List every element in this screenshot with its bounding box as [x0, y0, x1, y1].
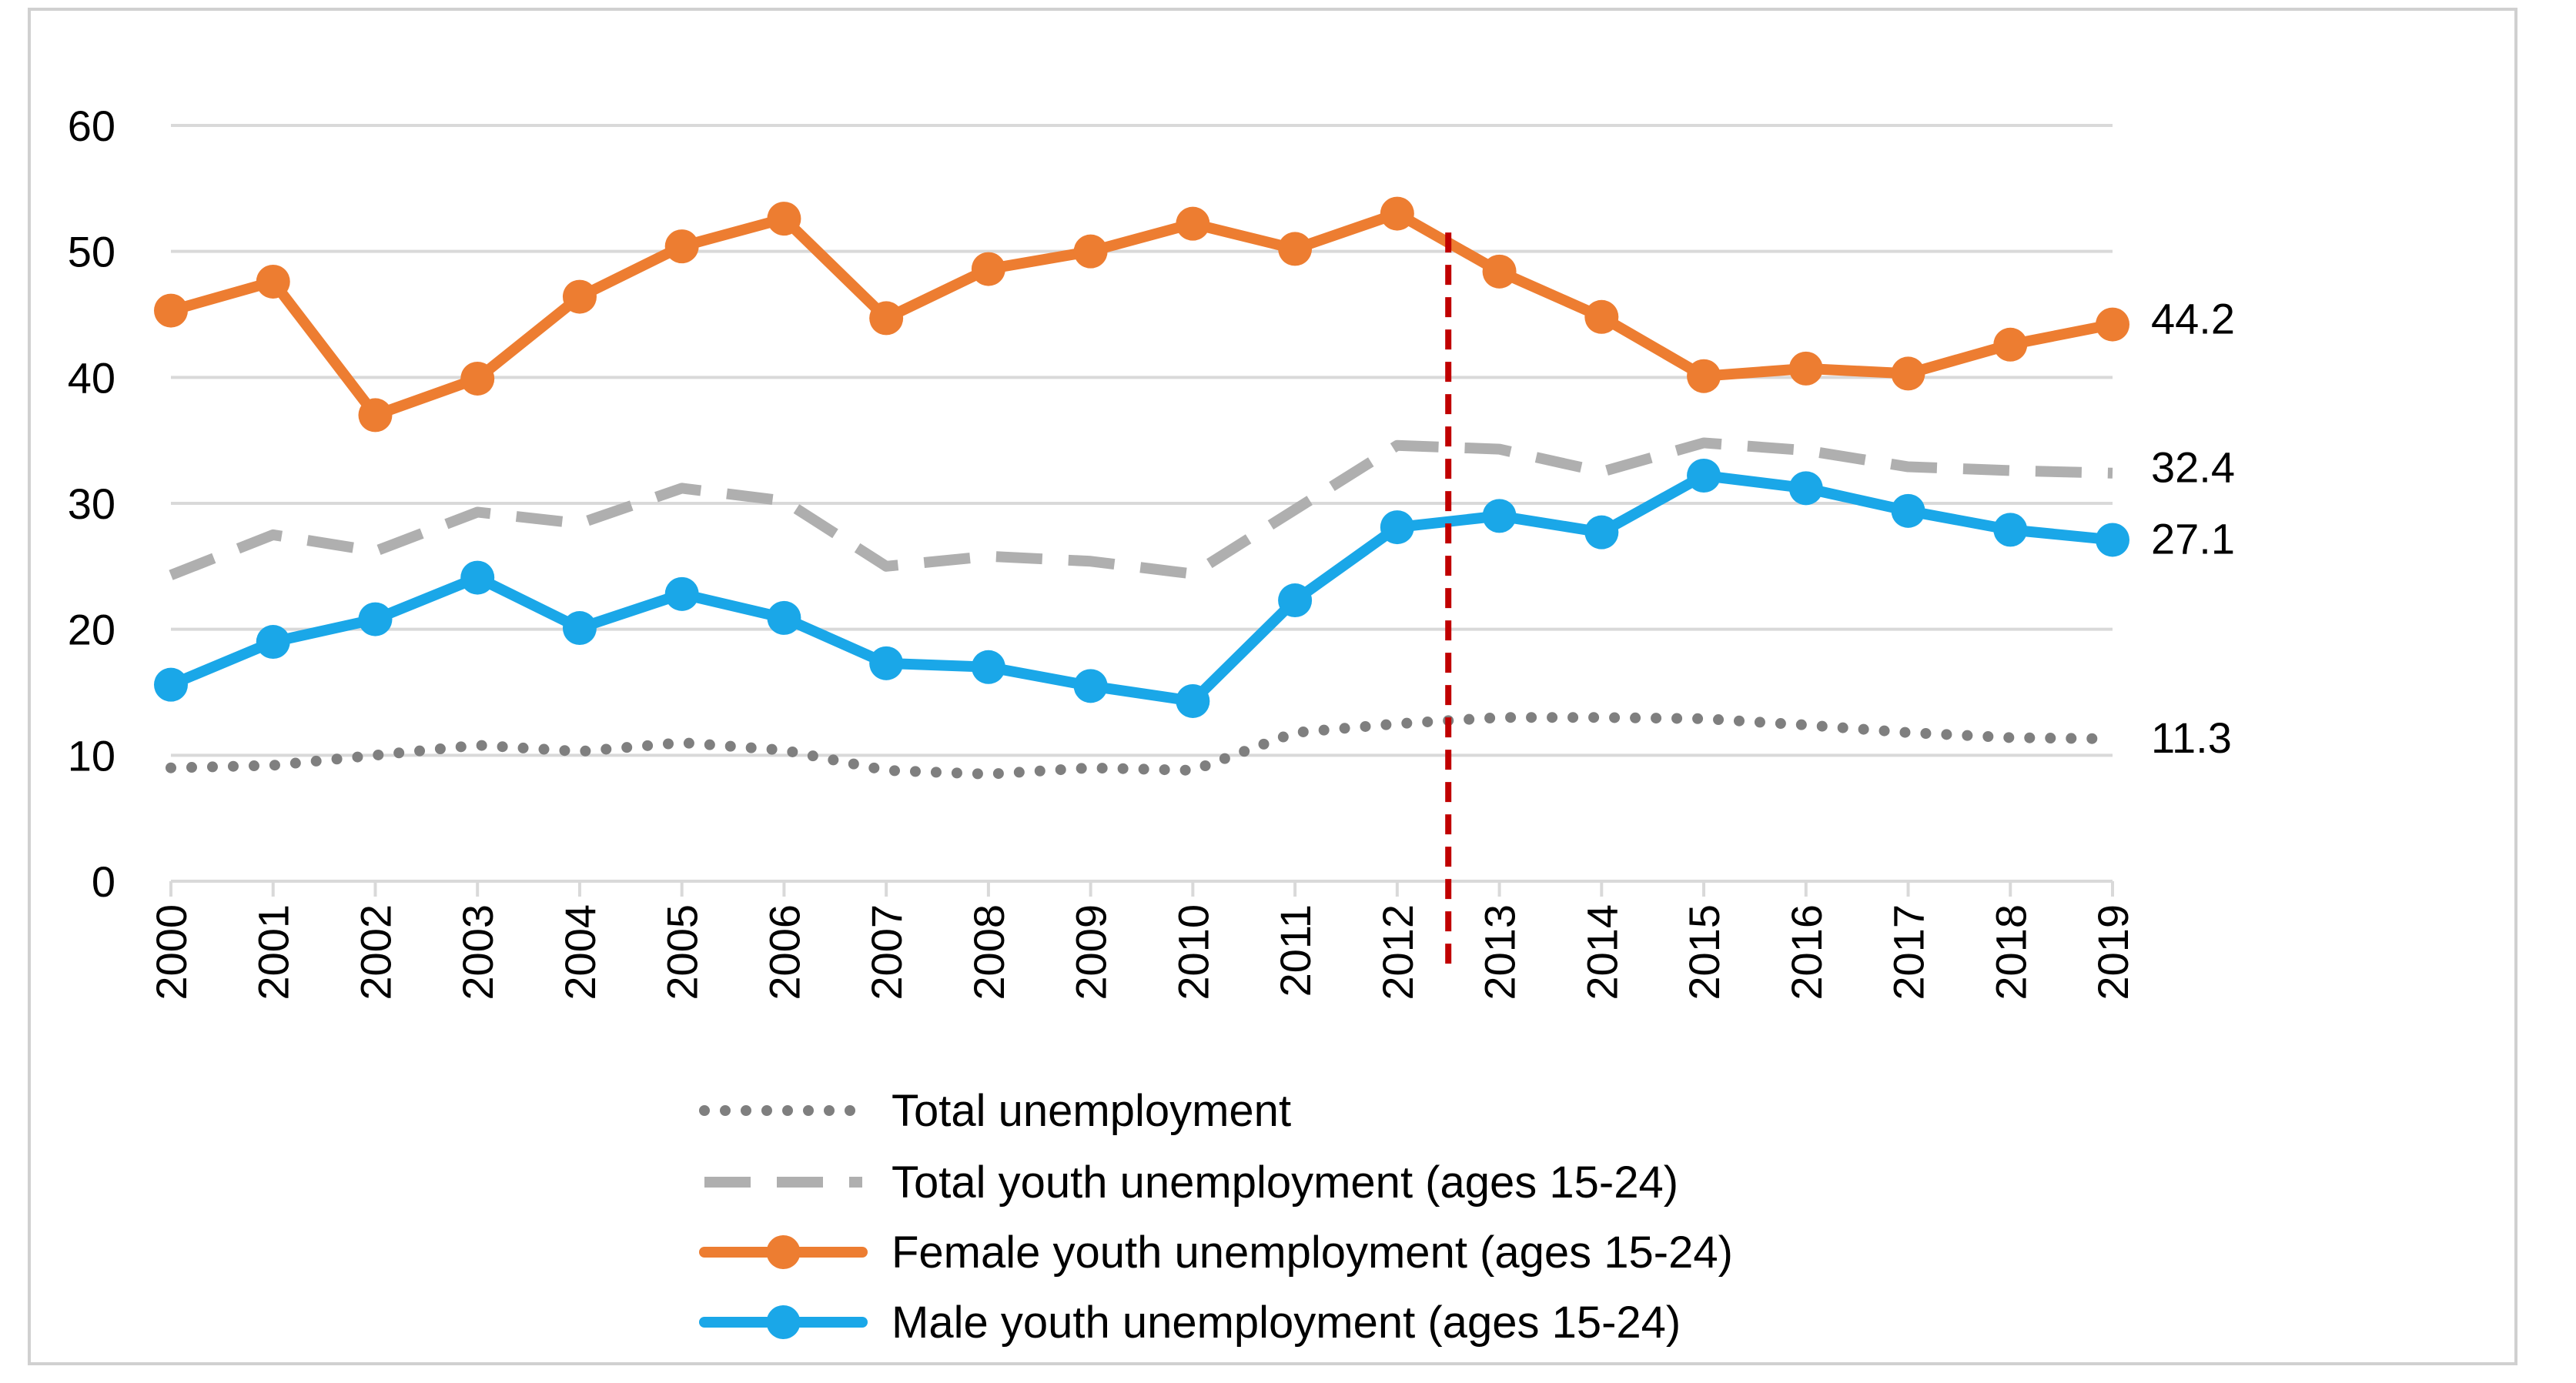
point-male-youth-unemployment-ages-15-24-2002 — [358, 602, 393, 636]
point-female-youth-unemployment-ages-15-24-2004 — [562, 279, 597, 314]
x-tick-label-2019: 2019 — [2089, 904, 2137, 1001]
chart-frame — [28, 8, 2517, 1365]
series-line-female-youth-unemployment-ages-15-24 — [166, 208, 2118, 421]
end-label-male-youth-unemployment-ages-15-24: 27.1 — [2151, 514, 2235, 563]
legend-marker-female-youth-unemployment-ages-15-24 — [766, 1235, 801, 1269]
x-tick-label-2007: 2007 — [862, 904, 911, 1001]
end-label-total-youth-unemployment-ages-15-24: 32.4 — [2151, 443, 2235, 492]
point-female-youth-unemployment-ages-15-24-2005 — [664, 229, 699, 264]
label-layer: 11.3 32.4 44.2 27.1 — [2151, 295, 2235, 762]
series-line-total-youth-unemployment-ages-15-24 — [169, 437, 2113, 580]
point-female-youth-unemployment-ages-15-24-2010 — [1176, 206, 1210, 241]
x-tick-label-2000: 2000 — [147, 904, 196, 1001]
y-tick-label-10: 10 — [68, 731, 115, 780]
x-tick-label-2008: 2008 — [965, 904, 1013, 1001]
y-tick-label-20: 20 — [68, 606, 115, 654]
y-tick-label-60: 60 — [68, 102, 115, 150]
x-tick-label-2016: 2016 — [1782, 904, 1831, 1001]
legend-label-total-unemployment: Total unemployment — [892, 1086, 1291, 1136]
point-female-youth-unemployment-ages-15-24-2009 — [1073, 234, 1108, 269]
legend-marker-male-youth-unemployment-ages-15-24 — [766, 1305, 801, 1339]
y-tick-label-0: 0 — [92, 857, 115, 906]
point-male-youth-unemployment-ages-15-24-2003 — [460, 560, 495, 595]
point-male-youth-unemployment-ages-15-24-2016 — [1788, 471, 1823, 506]
x-tick-label-2004: 2004 — [556, 904, 604, 1001]
x-tick-label-2014: 2014 — [1577, 904, 1626, 1001]
point-female-youth-unemployment-ages-15-24-2007 — [869, 301, 904, 336]
point-male-youth-unemployment-ages-15-24-2000 — [154, 667, 188, 702]
x-tick-label-2018: 2018 — [1986, 904, 2035, 1001]
legend-label-female-youth-unemployment-ages-15-24: Female youth unemployment (ages 15-24) — [892, 1228, 1733, 1278]
x-tick-label-2015: 2015 — [1680, 904, 1728, 1001]
end-label-total-unemployment: 11.3 — [2151, 713, 2232, 762]
grid-layer — [171, 124, 2113, 757]
point-female-youth-unemployment-ages-15-24-2002 — [358, 398, 393, 433]
point-female-youth-unemployment-ages-15-24-2018 — [1993, 327, 2028, 362]
legend: Total unemployment Total youth unemployme… — [699, 1086, 1733, 1348]
point-female-youth-unemployment-ages-15-24-2006 — [767, 202, 801, 236]
x-tick-label-2002: 2002 — [351, 904, 400, 1001]
legend-label-male-youth-unemployment-ages-15-24: Male youth unemployment (ages 15-24) — [892, 1298, 1681, 1348]
point-male-youth-unemployment-ages-15-24-2013 — [1482, 499, 1517, 533]
x-tick-label-2013: 2013 — [1476, 904, 1524, 1001]
point-male-youth-unemployment-ages-15-24-2019 — [2096, 523, 2129, 557]
point-male-youth-unemployment-ages-15-24-2010 — [1176, 683, 1210, 718]
point-female-youth-unemployment-ages-15-24-2003 — [460, 361, 495, 396]
legend-label-total-youth-unemployment-ages-15-24: Total youth unemployment (ages 15-24) — [892, 1158, 1678, 1208]
x-tick-label-2005: 2005 — [658, 904, 707, 1001]
series-line-total-unemployment — [166, 712, 2118, 780]
point-female-youth-unemployment-ages-15-24-2015 — [1687, 359, 1721, 393]
series-line-male-youth-unemployment-ages-15-24 — [166, 469, 2118, 707]
point-female-youth-unemployment-ages-15-24-2012 — [1380, 196, 1414, 231]
series-layer — [154, 196, 2129, 780]
point-female-youth-unemployment-ages-15-24-2008 — [971, 252, 1005, 286]
point-male-youth-unemployment-ages-15-24-2017 — [1891, 493, 1925, 528]
x-tick-label-2011: 2011 — [1271, 904, 1320, 997]
x-tick-label-2001: 2001 — [249, 904, 298, 1001]
x-tick-label-2010: 2010 — [1169, 904, 1217, 1001]
point-female-youth-unemployment-ages-15-24-2011 — [1278, 232, 1313, 266]
point-male-youth-unemployment-ages-15-24-2012 — [1380, 510, 1414, 545]
axis-layer: 0 10 20 30 40 50 60 2000 2001 2002 2003 2004 2005 200… — [68, 102, 2137, 1001]
point-male-youth-unemployment-ages-15-24-2011 — [1278, 583, 1313, 618]
point-male-youth-unemployment-ages-15-24-2006 — [767, 600, 801, 635]
end-label-female-youth-unemployment-ages-15-24: 44.2 — [2151, 295, 2235, 343]
point-female-youth-unemployment-ages-15-24-2016 — [1788, 351, 1823, 386]
y-tick-label-50: 50 — [68, 228, 115, 276]
point-male-youth-unemployment-ages-15-24-2009 — [1073, 669, 1108, 703]
point-female-youth-unemployment-ages-15-24-2017 — [1891, 356, 1925, 391]
x-tick-label-2006: 2006 — [760, 904, 808, 1001]
y-tick-label-30: 30 — [68, 479, 115, 528]
point-male-youth-unemployment-ages-15-24-2015 — [1687, 458, 1721, 493]
x-tick-label-2003: 2003 — [453, 904, 502, 1001]
point-female-youth-unemployment-ages-15-24-2019 — [2096, 307, 2129, 342]
point-male-youth-unemployment-ages-15-24-2001 — [256, 625, 290, 660]
point-male-youth-unemployment-ages-15-24-2018 — [1993, 513, 2028, 547]
x-tick-label-2009: 2009 — [1067, 904, 1116, 1001]
point-male-youth-unemployment-ages-15-24-2005 — [664, 576, 699, 611]
point-female-youth-unemployment-ages-15-24-2013 — [1482, 254, 1517, 289]
x-tick-label-2012: 2012 — [1373, 904, 1422, 1001]
point-male-youth-unemployment-ages-15-24-2014 — [1584, 515, 1619, 550]
point-female-youth-unemployment-ages-15-24-2001 — [256, 264, 290, 299]
y-tick-label-40: 40 — [68, 353, 115, 402]
point-male-youth-unemployment-ages-15-24-2008 — [971, 650, 1005, 684]
point-male-youth-unemployment-ages-15-24-2007 — [869, 646, 904, 680]
point-female-youth-unemployment-ages-15-24-2014 — [1584, 299, 1619, 334]
point-female-youth-unemployment-ages-15-24-2000 — [154, 293, 188, 328]
x-tick-label-2017: 2017 — [1885, 904, 1933, 1001]
point-male-youth-unemployment-ages-15-24-2004 — [562, 611, 597, 646]
